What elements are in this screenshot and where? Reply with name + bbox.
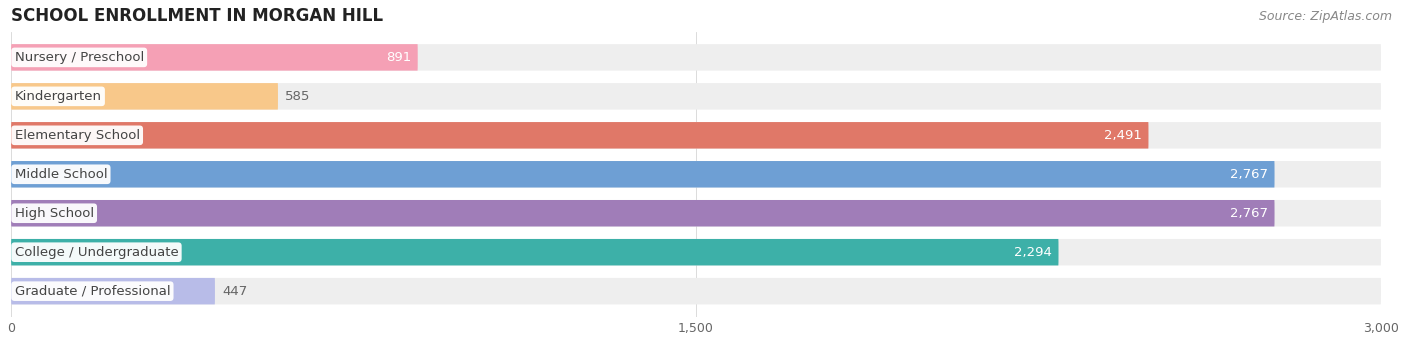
Text: 2,491: 2,491: [1104, 129, 1142, 142]
Text: High School: High School: [14, 207, 94, 220]
FancyBboxPatch shape: [11, 239, 1381, 265]
Text: 2,767: 2,767: [1230, 168, 1268, 181]
Text: Graduate / Professional: Graduate / Professional: [14, 285, 170, 298]
FancyBboxPatch shape: [11, 161, 1381, 187]
FancyBboxPatch shape: [11, 122, 1149, 148]
Text: Elementary School: Elementary School: [14, 129, 139, 142]
Text: 585: 585: [285, 90, 311, 103]
FancyBboxPatch shape: [11, 239, 1059, 265]
Text: Source: ZipAtlas.com: Source: ZipAtlas.com: [1258, 10, 1392, 23]
FancyBboxPatch shape: [11, 83, 278, 109]
FancyBboxPatch shape: [11, 44, 418, 71]
Text: 2,294: 2,294: [1014, 246, 1052, 259]
FancyBboxPatch shape: [11, 44, 1381, 71]
Text: College / Undergraduate: College / Undergraduate: [14, 246, 179, 259]
FancyBboxPatch shape: [11, 161, 1275, 187]
Text: 2,767: 2,767: [1230, 207, 1268, 220]
FancyBboxPatch shape: [11, 200, 1275, 226]
FancyBboxPatch shape: [11, 83, 1381, 109]
Text: 891: 891: [385, 51, 411, 64]
FancyBboxPatch shape: [11, 278, 215, 304]
Text: Nursery / Preschool: Nursery / Preschool: [14, 51, 143, 64]
Text: 447: 447: [222, 285, 247, 298]
Text: Kindergarten: Kindergarten: [14, 90, 101, 103]
FancyBboxPatch shape: [11, 122, 1381, 148]
Text: Middle School: Middle School: [14, 168, 107, 181]
Text: SCHOOL ENROLLMENT IN MORGAN HILL: SCHOOL ENROLLMENT IN MORGAN HILL: [11, 7, 382, 25]
FancyBboxPatch shape: [11, 278, 1381, 304]
FancyBboxPatch shape: [11, 200, 1381, 226]
